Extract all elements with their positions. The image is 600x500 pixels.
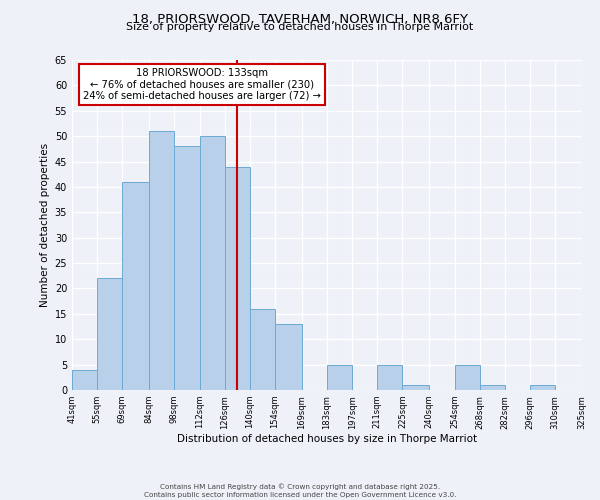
Text: Contains HM Land Registry data © Crown copyright and database right 2025.
Contai: Contains HM Land Registry data © Crown c…: [144, 483, 456, 498]
Bar: [97, 278, 122, 390]
Bar: [72, 370, 97, 390]
Bar: [455, 364, 479, 390]
Bar: [327, 364, 352, 390]
Bar: [199, 136, 224, 390]
Y-axis label: Number of detached properties: Number of detached properties: [40, 143, 50, 307]
Bar: [403, 385, 430, 390]
Bar: [250, 309, 275, 390]
Bar: [149, 131, 175, 390]
Bar: [377, 364, 403, 390]
Text: Size of property relative to detached houses in Thorpe Marriot: Size of property relative to detached ho…: [127, 22, 473, 32]
Bar: [530, 385, 555, 390]
Bar: [175, 146, 199, 390]
X-axis label: Distribution of detached houses by size in Thorpe Marriot: Distribution of detached houses by size …: [177, 434, 477, 444]
Text: 18 PRIORSWOOD: 133sqm
← 76% of detached houses are smaller (230)
24% of semi-det: 18 PRIORSWOOD: 133sqm ← 76% of detached …: [83, 68, 321, 102]
Bar: [275, 324, 302, 390]
Bar: [224, 166, 250, 390]
Bar: [479, 385, 505, 390]
Bar: [122, 182, 149, 390]
Text: 18, PRIORSWOOD, TAVERHAM, NORWICH, NR8 6FY: 18, PRIORSWOOD, TAVERHAM, NORWICH, NR8 6…: [132, 12, 468, 26]
